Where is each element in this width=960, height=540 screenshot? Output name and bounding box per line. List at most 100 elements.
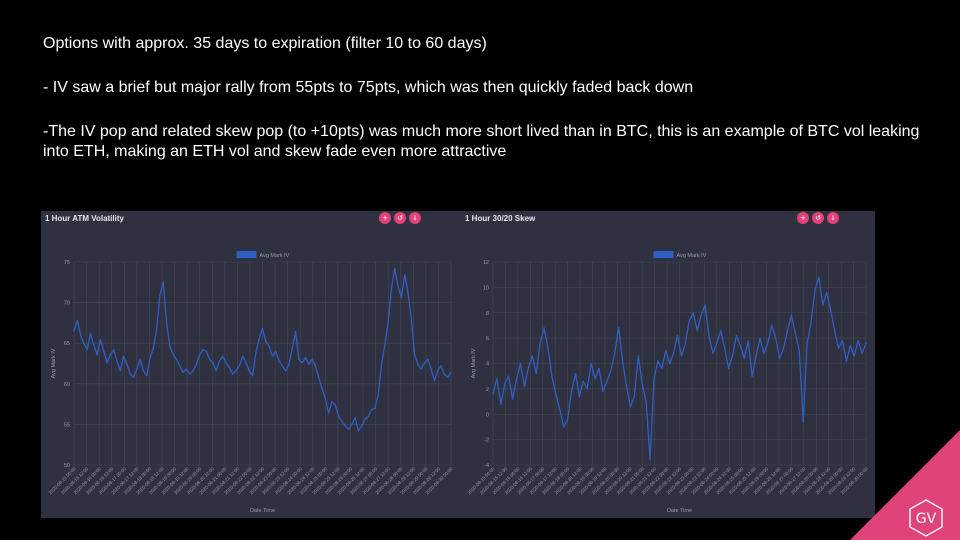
skew-chart: 1 Hour 30/20 Skew + ↺ ↓ -4 -2 0 2 4 6 8 10 12 202…	[461, 211, 875, 518]
download-icon[interactable]: ↓	[409, 212, 421, 224]
data-point	[126, 363, 128, 365]
data-point	[661, 367, 663, 370]
data-point	[767, 342, 769, 344]
data-point	[755, 355, 757, 357]
data-point	[404, 274, 406, 276]
data-point	[179, 365, 181, 367]
data-point	[377, 394, 379, 396]
series-points	[73, 267, 452, 432]
data-point	[763, 352, 765, 354]
data-point	[826, 291, 828, 294]
data-point	[109, 353, 112, 356]
data-point	[384, 344, 386, 346]
data-point	[806, 342, 808, 344]
data-point	[222, 355, 224, 357]
data-point	[294, 331, 297, 333]
data-point	[89, 332, 92, 335]
data-point	[242, 355, 244, 357]
data-point	[802, 421, 804, 423]
y-tick-label: 0	[486, 412, 489, 418]
data-point	[700, 314, 702, 316]
data-point	[311, 358, 313, 361]
data-point	[790, 314, 793, 316]
data-point	[410, 318, 412, 320]
data-point	[712, 352, 714, 354]
data-point	[116, 360, 118, 362]
slide-text: Options with approx. 35 days to expirati…	[43, 34, 923, 162]
reset-zoom-icon[interactable]: ↺	[812, 212, 824, 224]
data-point	[195, 363, 198, 365]
x-axis-title: Date Time	[250, 508, 275, 514]
data-point	[304, 357, 307, 359]
data-point	[586, 388, 588, 390]
y-tick-label: 6	[486, 336, 489, 342]
data-point	[830, 309, 832, 311]
zoom-in-icon[interactable]: +	[797, 212, 809, 224]
data-point	[747, 340, 749, 342]
data-point	[275, 350, 277, 352]
zoom-in-icon[interactable]: +	[379, 212, 391, 224]
data-point	[149, 357, 151, 359]
y-tick-label: 65	[64, 341, 70, 347]
data-point	[511, 398, 514, 400]
data-point	[621, 360, 624, 362]
data-point	[271, 355, 274, 357]
y-tick-label: 2	[486, 387, 489, 393]
data-point	[716, 342, 718, 344]
data-point	[447, 376, 449, 378]
data-point	[142, 370, 145, 372]
data-point	[519, 362, 522, 365]
data-point	[417, 363, 419, 365]
data-point	[504, 383, 506, 385]
data-point	[119, 370, 122, 372]
data-point	[238, 365, 241, 367]
data-point	[93, 344, 95, 346]
data-point	[298, 358, 300, 361]
data-point	[361, 425, 363, 427]
data-point	[555, 393, 557, 395]
grid	[73, 261, 452, 466]
data-point	[255, 352, 257, 354]
data-point	[684, 342, 687, 344]
data-point	[208, 358, 211, 361]
data-point	[394, 267, 396, 270]
chart-toolbar: + ↺ ↓	[797, 212, 839, 224]
legend-label: Avg Mark IV	[260, 253, 290, 259]
atm-volatility-chart: 1 Hour ATM Volatility + ↺ ↓ 50 55 60 65 70 75…	[41, 211, 461, 518]
data-point	[357, 430, 360, 432]
data-point	[672, 352, 675, 354]
data-point	[731, 355, 734, 357]
data-point	[284, 370, 287, 372]
data-point	[344, 425, 346, 427]
data-point	[625, 385, 628, 387]
chart-title: 1 Hour ATM Volatility	[45, 214, 124, 223]
data-point	[450, 371, 452, 374]
legend-swatch	[653, 251, 674, 258]
data-point	[566, 418, 569, 420]
slide-line-3: -The IV pop and related skew pop (to +10…	[43, 123, 920, 160]
data-point	[822, 304, 824, 306]
data-point	[727, 367, 730, 370]
data-point	[76, 319, 78, 322]
data-point	[437, 370, 439, 372]
series-line	[492, 276, 867, 461]
data-point	[786, 329, 789, 332]
data-point	[739, 345, 742, 347]
data-point	[172, 353, 174, 356]
data-point	[248, 370, 250, 372]
data-point	[215, 370, 217, 372]
download-icon[interactable]: ↓	[827, 212, 839, 224]
legend-swatch	[236, 251, 257, 258]
data-point	[169, 345, 171, 348]
data-point	[400, 297, 403, 299]
y-tick-label: 75	[64, 260, 70, 266]
reset-zoom-icon[interactable]: ↺	[394, 212, 406, 224]
data-point	[559, 408, 561, 410]
data-point	[278, 360, 280, 362]
data-point	[527, 367, 529, 370]
data-point	[641, 383, 643, 385]
data-point	[281, 365, 283, 367]
data-point	[665, 350, 667, 352]
